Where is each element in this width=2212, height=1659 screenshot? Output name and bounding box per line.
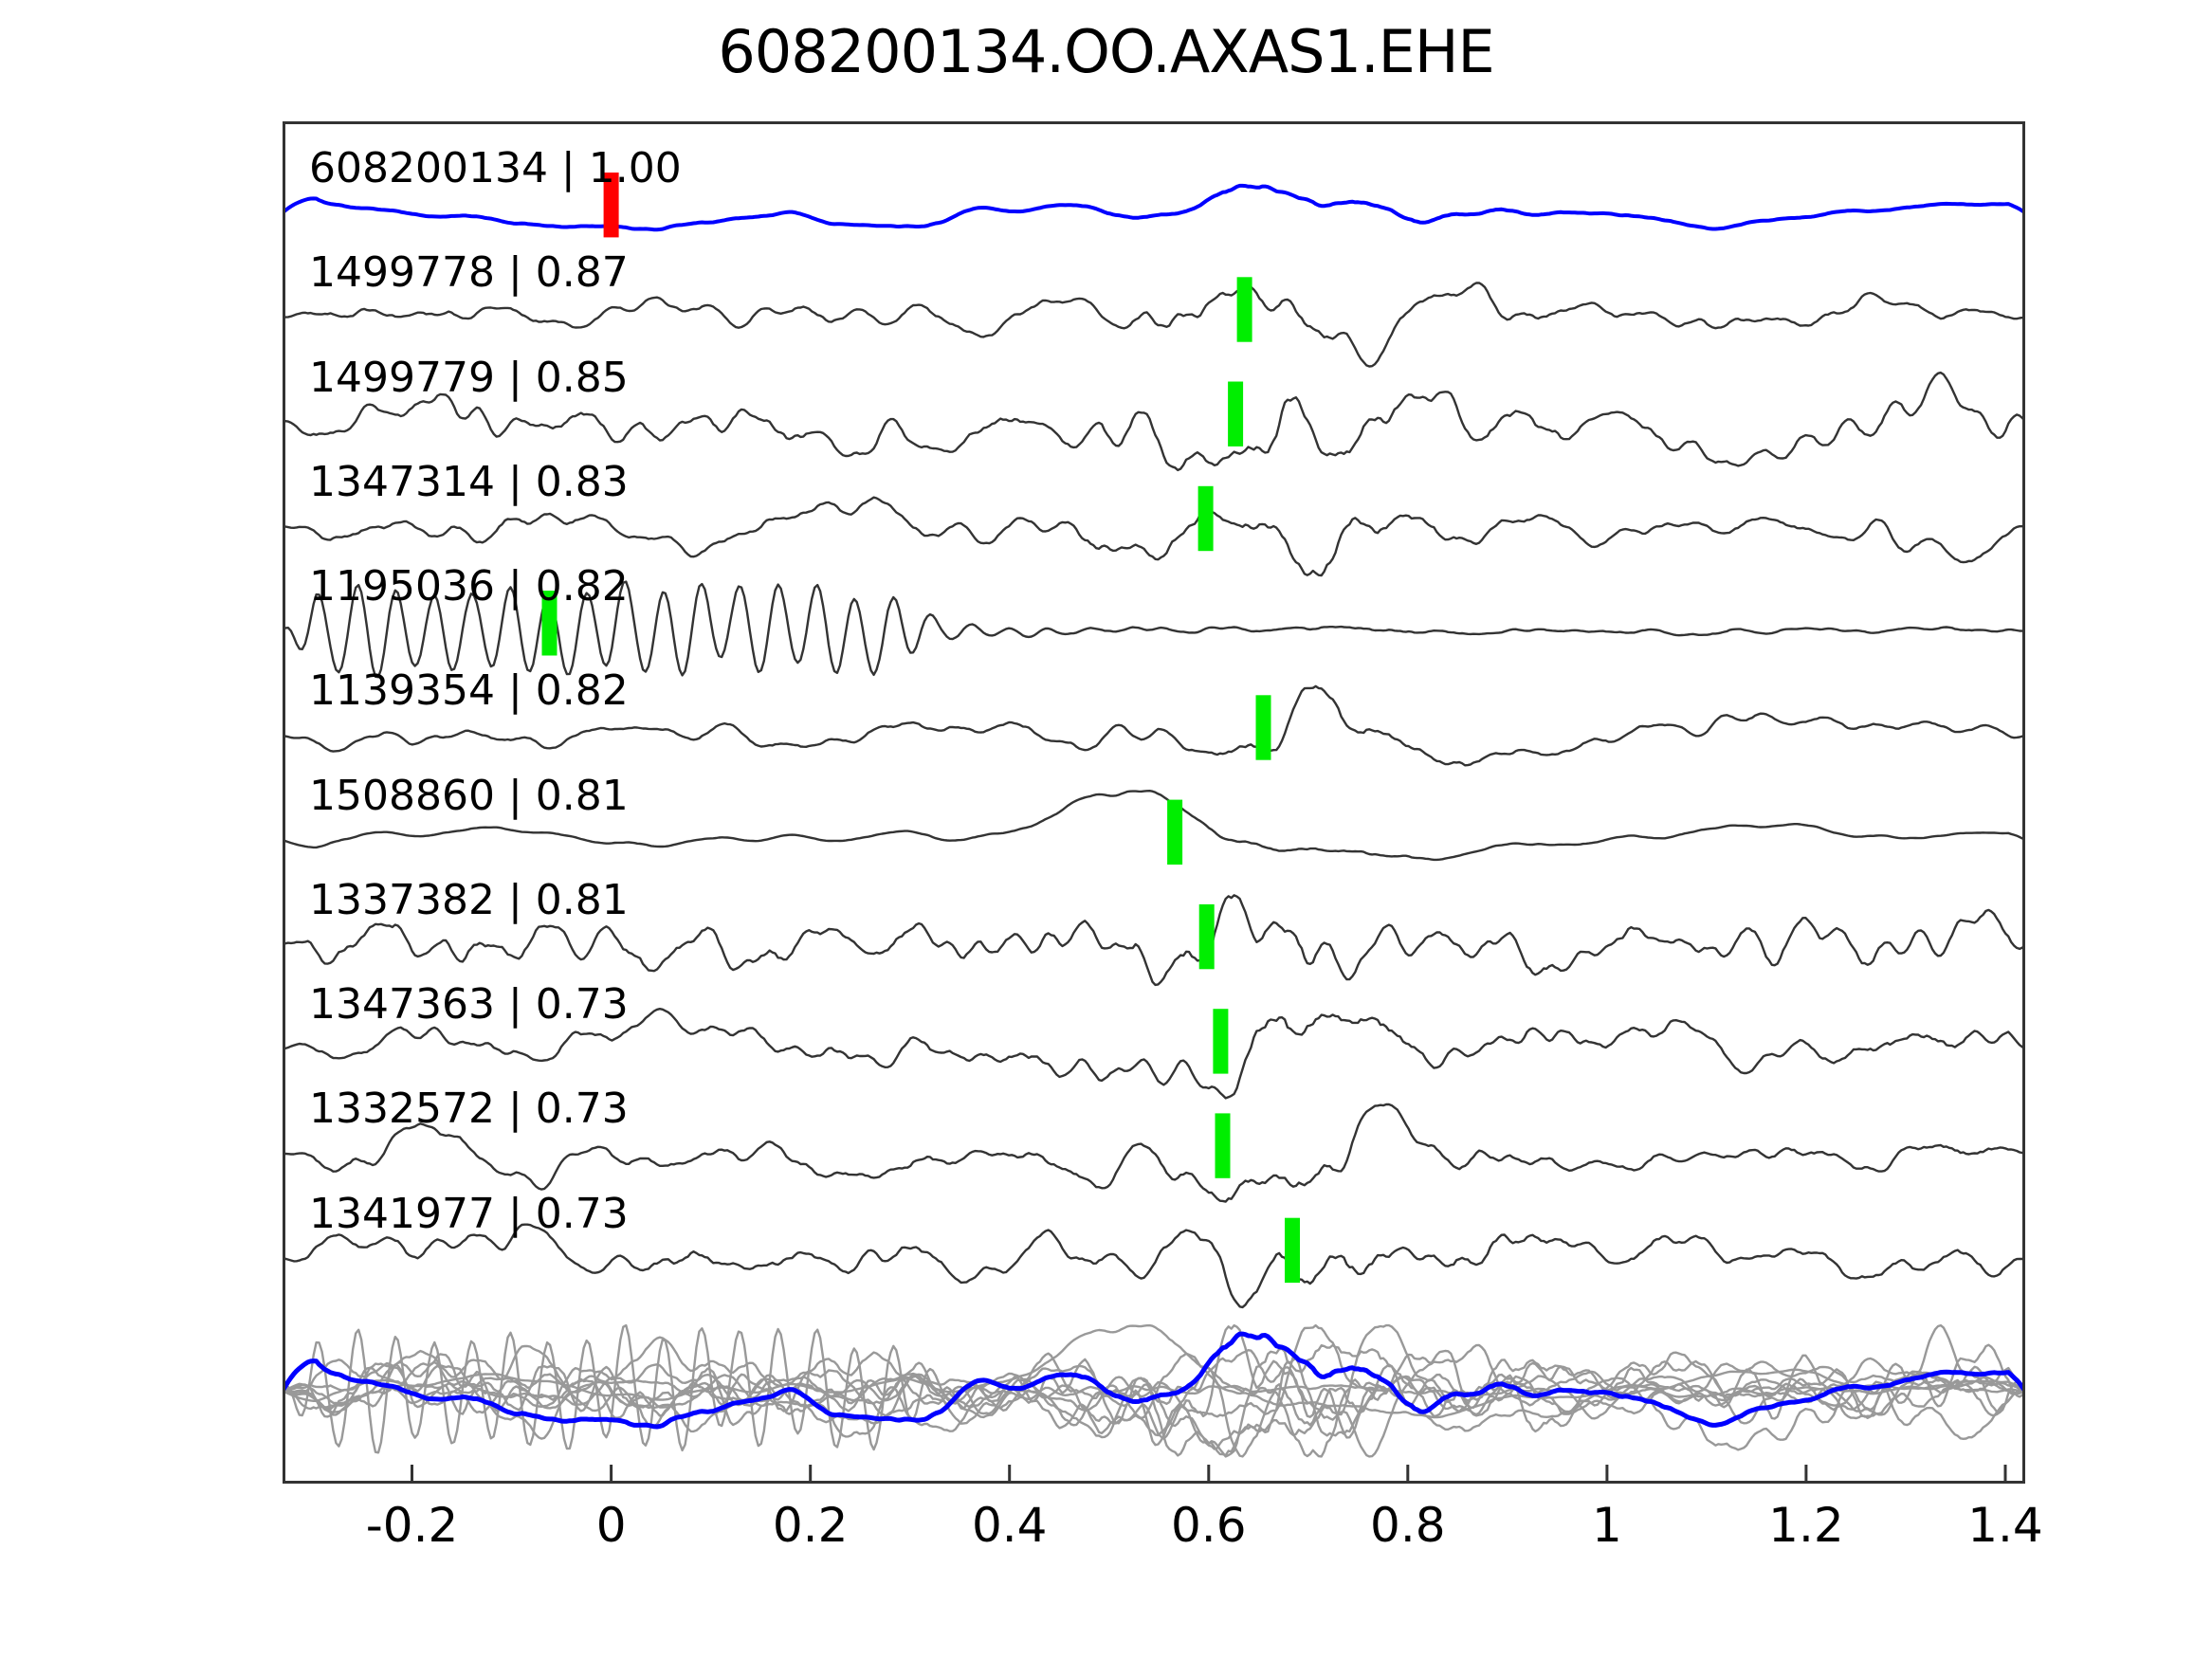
x-axis-tick-label: 1.4 [1967,1498,2043,1553]
x-axis-tick-label: 0.8 [1370,1498,1446,1553]
x-axis-tick-label: 1.2 [1768,1498,1844,1553]
waveform-trace [283,371,2025,472]
trace-label: 1332572 | 0.73 [309,1085,629,1134]
stack-trace [283,1323,2025,1457]
figure-title: 608200134.OO.AXAS1.EHE [718,17,1494,86]
x-axis-tick-label: 0.4 [971,1498,1048,1553]
waveform-trace [283,580,2025,679]
trace-label: 1508860 | 0.81 [309,771,629,820]
detection-pick-marker [1285,1217,1300,1284]
trace-label: 1347363 | 0.73 [309,980,629,1030]
x-axis-tick-label: -0.2 [365,1498,459,1553]
detection-pick-marker [1215,1113,1231,1178]
trace-label: 1341977 | 0.73 [309,1189,629,1238]
trace-label: 1337382 | 0.81 [309,875,629,924]
detection-pick-marker [541,591,558,656]
trace-label: 1139354 | 0.82 [309,666,629,716]
waveform-trace [283,282,2025,368]
detection-pick-marker [1228,381,1244,447]
stack-trace [283,1323,2025,1447]
plot-area: 608200134 | 1.00 1499778 | 0.87 1499779 | … [283,121,2025,1484]
detection-pick-marker [1198,903,1215,970]
x-axis-tick-label: 0.6 [1171,1498,1247,1553]
trace-label: 1347314 | 0.83 [309,457,629,506]
waveform-canvas [283,173,2025,1483]
template-pick-marker [603,173,619,238]
stack-trace [283,1336,2025,1458]
detection-pick-marker [1236,277,1252,342]
x-axis-tick-label: 0 [595,1498,627,1553]
x-axis-tick-labels: -0.2 0 0.2 0.4 0.6 0.8 1 1.2 1.4 [283,1498,2043,1564]
x-axis-tick-label: 0.2 [772,1498,849,1553]
detection-pick-marker [1197,485,1214,552]
stack-trace [283,1323,2025,1419]
trace-label: 1195036 | 0.82 [309,562,629,611]
waveform-trace [283,183,2025,232]
axes-frame [283,121,2025,1484]
waveform-trace [283,1103,2025,1203]
trace-label: 1499778 | 0.87 [309,248,629,298]
waveform-trace [283,894,2025,987]
trace-label: 608200134 | 1.00 [309,144,682,192]
stack-template-trace [283,1331,2025,1430]
detection-pick-marker [1167,799,1183,865]
waveform-trace [283,684,2025,767]
waveform-trace [283,496,2025,577]
detection-pick-marker [1213,1009,1229,1074]
waveform-trace [283,1008,2025,1100]
waveform-trace [283,790,2025,862]
trace-label: 1499779 | 0.85 [309,353,629,402]
detection-pick-marker [1255,695,1271,760]
x-axis-tick-label: 1 [1591,1498,1622,1553]
waveform-trace [283,1223,2025,1309]
